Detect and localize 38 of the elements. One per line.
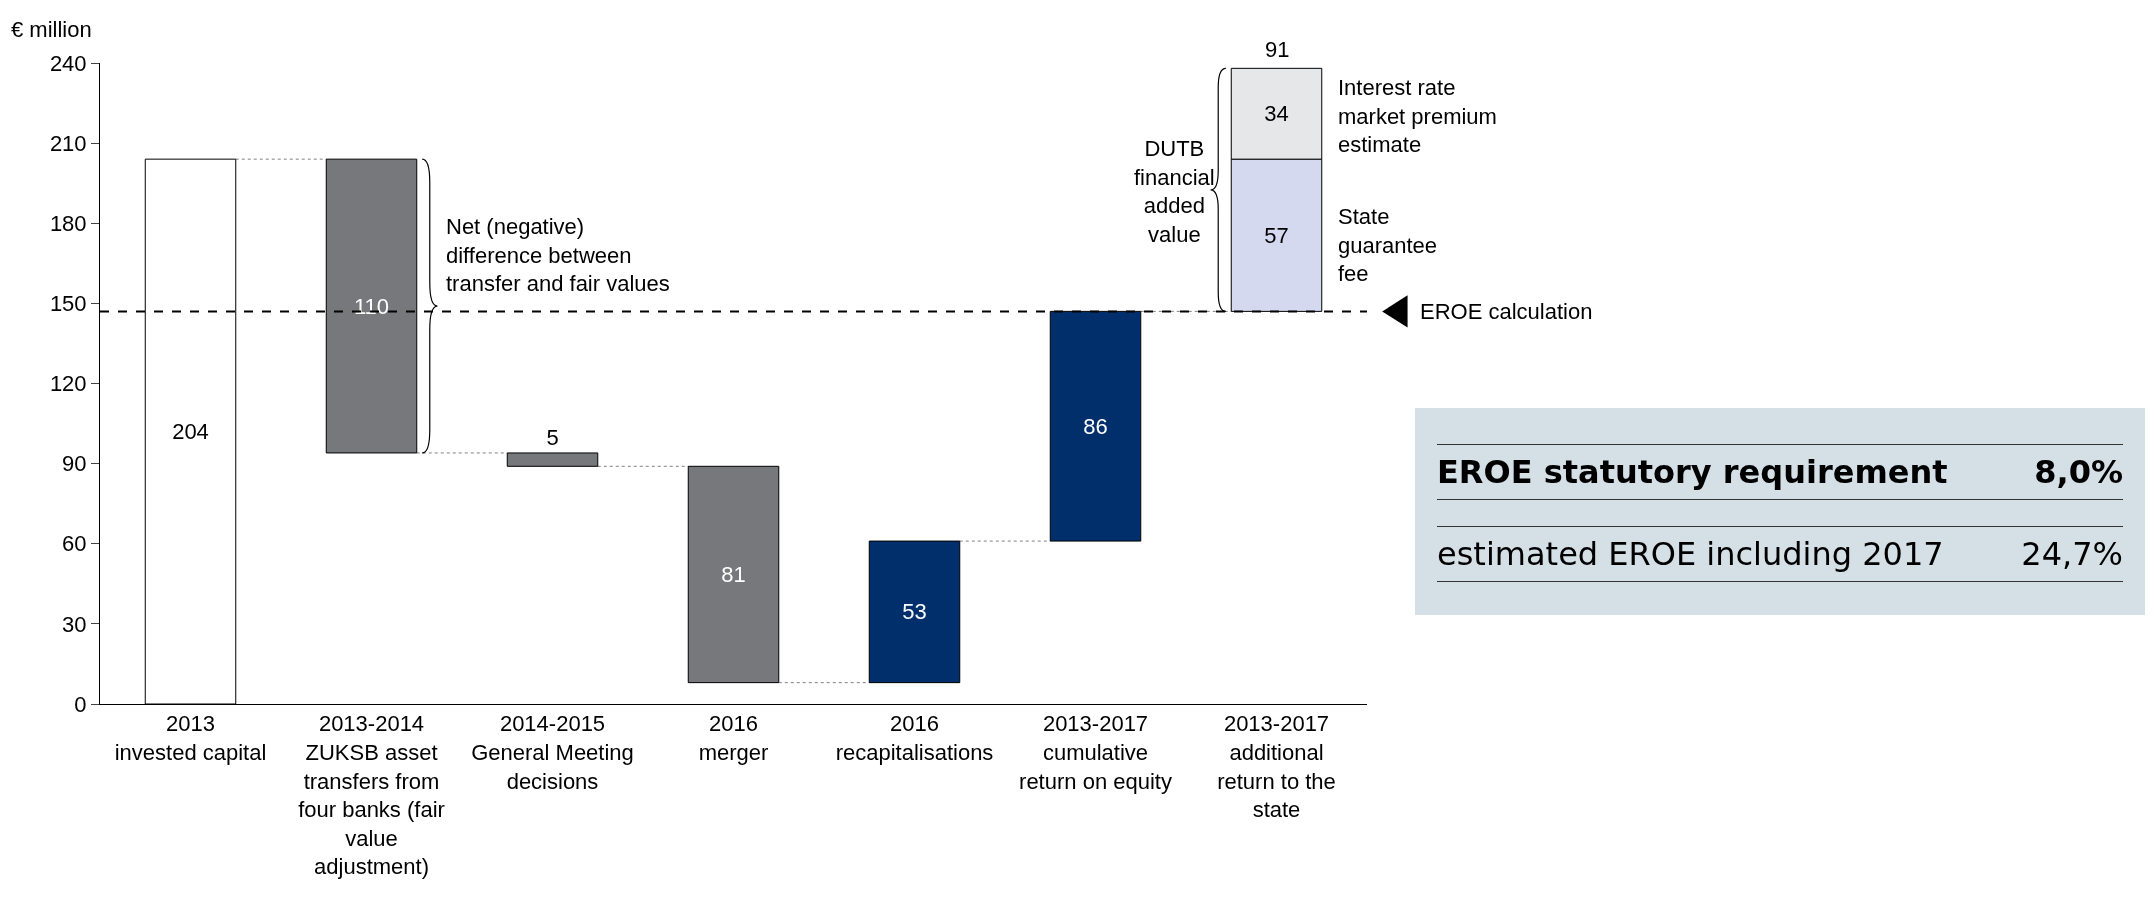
y-tick-label: 120 xyxy=(49,371,87,397)
x-tick-label: 2013-2017 additional return to the state xyxy=(1217,711,1336,823)
y-tick-label: 210 xyxy=(49,130,87,156)
data-label: 57 xyxy=(1264,222,1289,248)
data-label: 34 xyxy=(1264,101,1289,127)
annotation: Net (negative) difference between transfer and fair values xyxy=(446,214,670,297)
y-tick-label: 60 xyxy=(62,531,87,557)
y-axis-title: € million xyxy=(11,17,92,42)
x-tick-label: 2014-2015 General Meeting decisions xyxy=(471,711,634,794)
annotation: DUTB financial added value xyxy=(1134,136,1215,247)
data-label: 204 xyxy=(172,419,209,445)
data-label: 53 xyxy=(902,599,927,625)
text: 8,0% xyxy=(2034,453,2123,491)
text: EROE statutory requirement xyxy=(1437,453,1948,491)
x-tick-label: 2013-2014 ZUKSB asset transfers from four banks (fair value adjustment) xyxy=(298,711,445,880)
data-label: 5 xyxy=(546,424,559,450)
ref-line-label: EROE calculation xyxy=(1420,299,1593,324)
total-label: 91 xyxy=(1265,37,1290,62)
x-tick-label: 2016 merger xyxy=(698,711,769,765)
bar xyxy=(506,452,599,467)
y-tick-label: 180 xyxy=(49,210,87,236)
x-tick-label: 2013-2017 cumulative return on equity xyxy=(1019,711,1172,794)
x-tick-label: 2016 recapitalisations xyxy=(835,711,994,765)
annotation: State guarantee fee xyxy=(1338,204,1438,287)
data-label: 86 xyxy=(1083,413,1108,439)
bar xyxy=(687,465,780,684)
data-label: 81 xyxy=(721,561,746,587)
text: 24,7% xyxy=(2021,535,2123,573)
annotation: Interest rate market premium estimate xyxy=(1338,75,1497,158)
y-tick-label: 150 xyxy=(49,291,87,317)
text: estimated EROE including 2017 xyxy=(1437,535,1944,573)
x-tick-label: 2013 invested capital xyxy=(114,711,267,765)
bar xyxy=(868,540,961,684)
y-tick-label: 30 xyxy=(62,611,87,637)
y-tick-label: 90 xyxy=(62,451,87,477)
y-tick-label: 0 xyxy=(74,691,87,717)
data-label: 110 xyxy=(353,293,390,319)
y-tick-label: 240 xyxy=(49,50,87,76)
